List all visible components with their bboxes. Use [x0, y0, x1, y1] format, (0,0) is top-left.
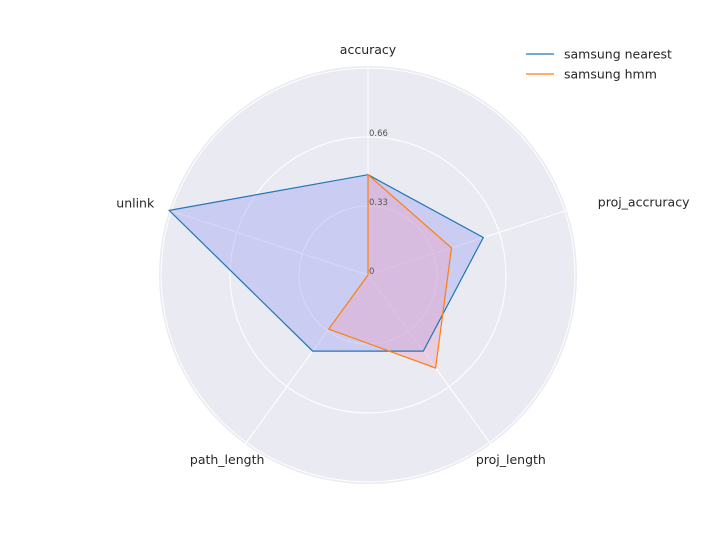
spoke-proj-length	[367, 274, 492, 445]
series-area-samsung-nearest	[169, 174, 484, 352]
spoke-proj-accruracy	[367, 209, 567, 276]
series-line-samsung-hmm	[327, 173, 453, 369]
axis-label-proj-accruracy: proj_accruracy	[598, 194, 690, 209]
axis-label-proj-length: proj_length	[476, 452, 546, 467]
axis-label-unlink: unlink	[116, 195, 155, 210]
series-area-samsung-hmm	[328, 174, 452, 368]
radial-tick-label: 0.33	[369, 198, 388, 208]
axis-label-path-length: path_length	[190, 452, 265, 467]
legend-label-samsung-hmm: samsung hmm	[564, 67, 657, 82]
axis-label-accuracy: accuracy	[340, 42, 397, 57]
legend-label-samsung-nearest: samsung nearest	[564, 47, 672, 62]
radial-tick-label: 0	[369, 267, 374, 277]
radial-tick-label: 0.66	[369, 129, 388, 139]
spoke-unlink	[169, 209, 369, 276]
series-line-samsung-nearest	[167, 174, 485, 352]
